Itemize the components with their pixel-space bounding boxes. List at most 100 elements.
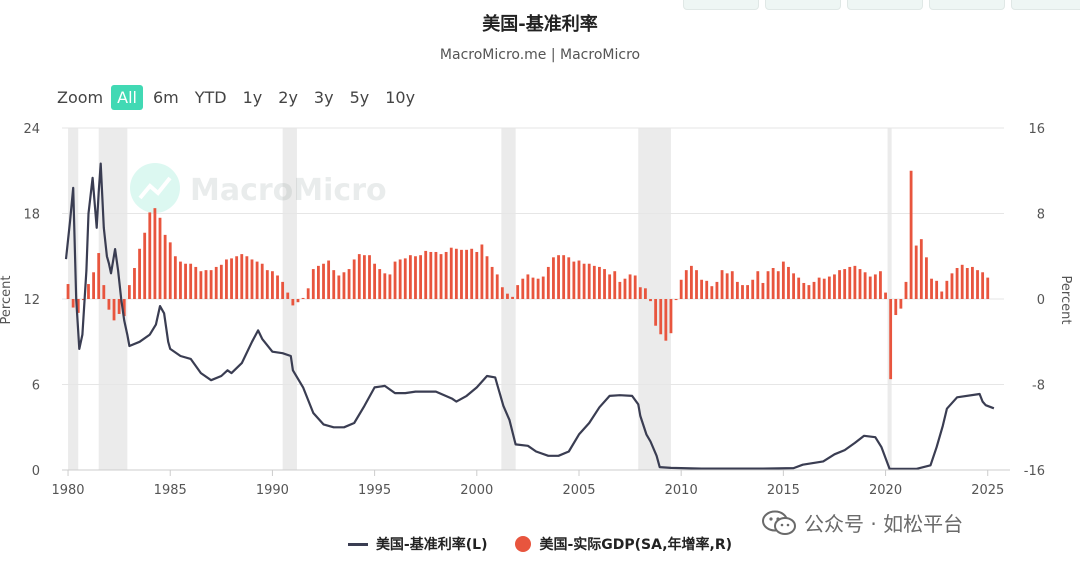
gdp-bar <box>623 278 627 299</box>
gdp-bar <box>960 264 964 299</box>
gdp-bar <box>102 285 106 299</box>
zoom-buttons: All 6m YTD 1y 2y 3y 5y 10y <box>111 84 425 110</box>
gdp-bar <box>316 265 320 299</box>
x-tick-label: 2010 <box>665 483 698 498</box>
gdp-bar <box>792 273 795 299</box>
gdp-bar <box>388 274 392 299</box>
gdp-bar <box>603 269 606 299</box>
gdp-bar <box>756 271 760 299</box>
gdp-bar <box>940 291 944 299</box>
gdp-bar <box>235 256 239 299</box>
gdp-bar <box>894 299 898 316</box>
zoom-button-3y[interactable]: 3y <box>313 87 334 107</box>
gdp-bar <box>582 263 586 299</box>
gdp-bar <box>776 271 780 299</box>
gdp-bar <box>587 263 591 299</box>
gdp-bar <box>976 270 979 299</box>
watermark-text: MacroMicro <box>190 173 387 208</box>
gdp-bar <box>909 170 913 299</box>
gdp-bar <box>516 285 520 299</box>
gdp-bar <box>444 251 448 299</box>
gdp-bar <box>592 265 596 299</box>
gdp-bar <box>209 270 213 299</box>
gdp-bar <box>557 255 560 299</box>
zoom-button-1y[interactable]: 1y <box>242 87 263 107</box>
right-tick-label: 16 <box>1028 122 1045 137</box>
legend-item-rate[interactable]: 美国-基准利率(L) <box>347 534 488 554</box>
gdp-bar <box>138 248 141 299</box>
gdp-bar <box>781 261 785 299</box>
gdp-bar <box>362 255 366 299</box>
gdp-bar <box>506 293 509 299</box>
gdp-bar <box>296 299 300 303</box>
top-button-5[interactable] <box>1011 0 1080 10</box>
top-button-2[interactable] <box>765 0 841 10</box>
gdp-bar <box>955 268 959 299</box>
gdp-bar <box>434 251 438 299</box>
x-tick-label: 2005 <box>562 483 595 498</box>
zoom-button-2y[interactable]: 2y <box>278 87 298 107</box>
gdp-bar <box>429 251 433 299</box>
gdp-bar <box>439 254 443 299</box>
right-tick-label: -16 <box>1024 464 1045 479</box>
gdp-bar <box>730 271 734 299</box>
zoom-button-10y[interactable]: 10y <box>385 87 416 107</box>
gdp-bar <box>720 270 724 299</box>
left-axis-title: Percent <box>0 276 14 325</box>
gdp-bar <box>368 255 371 299</box>
left-tick-label: 6 <box>32 379 40 394</box>
legend: 美国-基准利率(L) 美国-实际GDP(SA,年增率,R) <box>0 534 1080 554</box>
gdp-bar <box>311 269 315 299</box>
gdp-bar <box>945 280 949 299</box>
gdp-bar <box>373 263 377 299</box>
gdp-bar <box>357 254 361 299</box>
x-tick-label: 1995 <box>358 483 391 498</box>
gdp-bar <box>695 270 698 299</box>
gdp-bar <box>766 271 770 299</box>
top-button-3[interactable] <box>847 0 923 10</box>
gdp-bar <box>485 256 489 299</box>
zoom-button-ytd[interactable]: YTD <box>194 87 227 107</box>
top-button-4[interactable] <box>929 0 1005 10</box>
gdp-bar <box>490 266 494 299</box>
gdp-bar <box>833 274 836 299</box>
left-tick-label: 12 <box>23 293 40 308</box>
gdp-bar <box>480 244 484 299</box>
zoom-button-6m[interactable]: 6m <box>152 87 179 107</box>
x-tick-label: 2025 <box>971 483 1004 498</box>
gdp-bar <box>393 261 397 299</box>
gdp-bar <box>863 272 867 299</box>
gdp-bar <box>889 299 893 380</box>
gdp-bar <box>158 217 162 299</box>
gdp-bar <box>225 259 228 299</box>
zoom-button-all[interactable]: All <box>111 84 143 110</box>
gdp-bar <box>383 273 387 299</box>
left-tick-label: 24 <box>23 122 40 137</box>
gdp-bar <box>250 259 254 299</box>
zoom-button-5y[interactable]: 5y <box>349 87 370 107</box>
gdp-bar <box>460 249 463 299</box>
gdp-bar <box>337 275 341 299</box>
gdp-bar <box>204 270 208 299</box>
legend-item-gdp[interactable]: 美国-实际GDP(SA,年增率,R) <box>515 534 732 554</box>
top-button-1[interactable] <box>683 0 759 10</box>
gdp-bar <box>761 282 765 299</box>
legend-label-rate: 美国-基准利率(L) <box>375 537 488 553</box>
gdp-bar <box>342 272 346 299</box>
gdp-bar <box>66 284 70 299</box>
gdp-bar <box>746 285 750 299</box>
gdp-bar <box>163 234 167 299</box>
wechat-text: 公众号 · 如松平台 <box>804 512 964 536</box>
rate-line <box>64 162 995 470</box>
gdp-bar <box>378 269 382 299</box>
gdp-bar <box>322 263 325 299</box>
gdp-bar <box>521 278 525 299</box>
gdp-bar <box>454 248 458 299</box>
chart-subtitle: MacroMicro.me | MacroMicro <box>439 47 641 63</box>
gdp-bar <box>184 263 187 299</box>
gdp-bar <box>332 270 336 299</box>
gdp-bar <box>674 299 678 301</box>
gdp-bar <box>965 268 969 299</box>
watermark-logo-mark <box>138 176 172 200</box>
